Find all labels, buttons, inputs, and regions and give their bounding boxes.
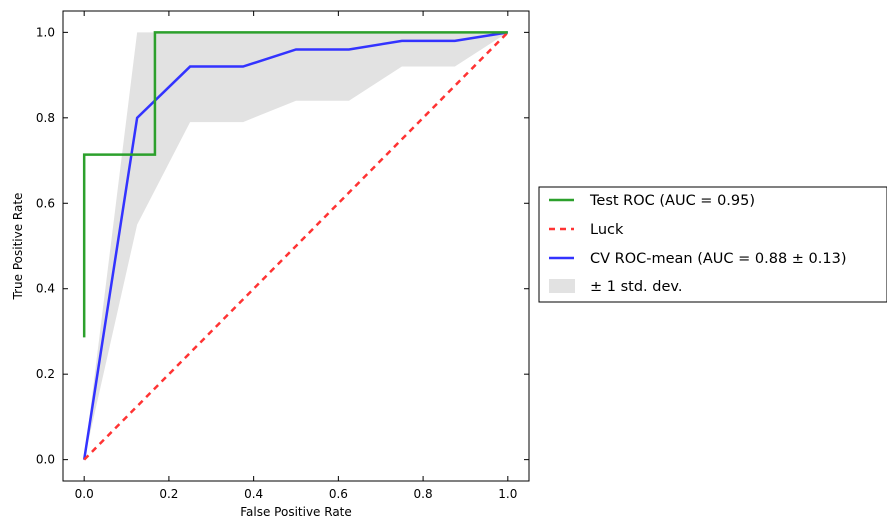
legend-frame: [538, 186, 887, 303]
legend-label-luck: Luck: [590, 222, 624, 238]
tick-layer: 0.0 0.2 0.4 0.6 0.8 1.0 0.0 0.2 0.4 0.6 0.8 1.0: [36, 11, 529, 501]
y-tick-label: 0.4: [36, 282, 55, 296]
plot-frame: [62, 10, 530, 482]
y-tick-label: 0.6: [36, 196, 55, 210]
y-axis-label: True Positive Rate: [11, 193, 25, 301]
x-tick-label: 0.6: [329, 487, 348, 501]
x-tick-label: 0.8: [414, 487, 433, 501]
legend-label-std-band: ± 1 std. dev.: [590, 279, 682, 295]
x-tick-label: 0.0: [75, 487, 94, 501]
y-tick-label: 1.0: [36, 25, 55, 39]
x-axis-label: False Positive Rate: [240, 505, 352, 519]
series-layer: [82, 31, 509, 461]
y-tick-label: 0.8: [36, 111, 55, 125]
x-tick-label: 0.4: [244, 487, 263, 501]
y-tick-label: 0.0: [36, 453, 55, 467]
legend-label-test-roc: Test ROC (AUC = 0.95): [589, 193, 755, 209]
y-tick-label: 0.2: [36, 367, 55, 381]
legend: Test ROC (AUC = 0.95) Luck CV ROC-mean (…: [538, 186, 887, 303]
legend-label-cv-roc: CV ROC-mean (AUC = 0.88 ± 0.13): [590, 251, 847, 267]
test-roc-line: [82, 31, 508, 338]
legend-swatch-std-band: [549, 279, 575, 293]
luck-line: [83, 31, 509, 461]
x-tick-label: 0.2: [159, 487, 178, 501]
x-tick-label: 1.0: [498, 487, 517, 501]
